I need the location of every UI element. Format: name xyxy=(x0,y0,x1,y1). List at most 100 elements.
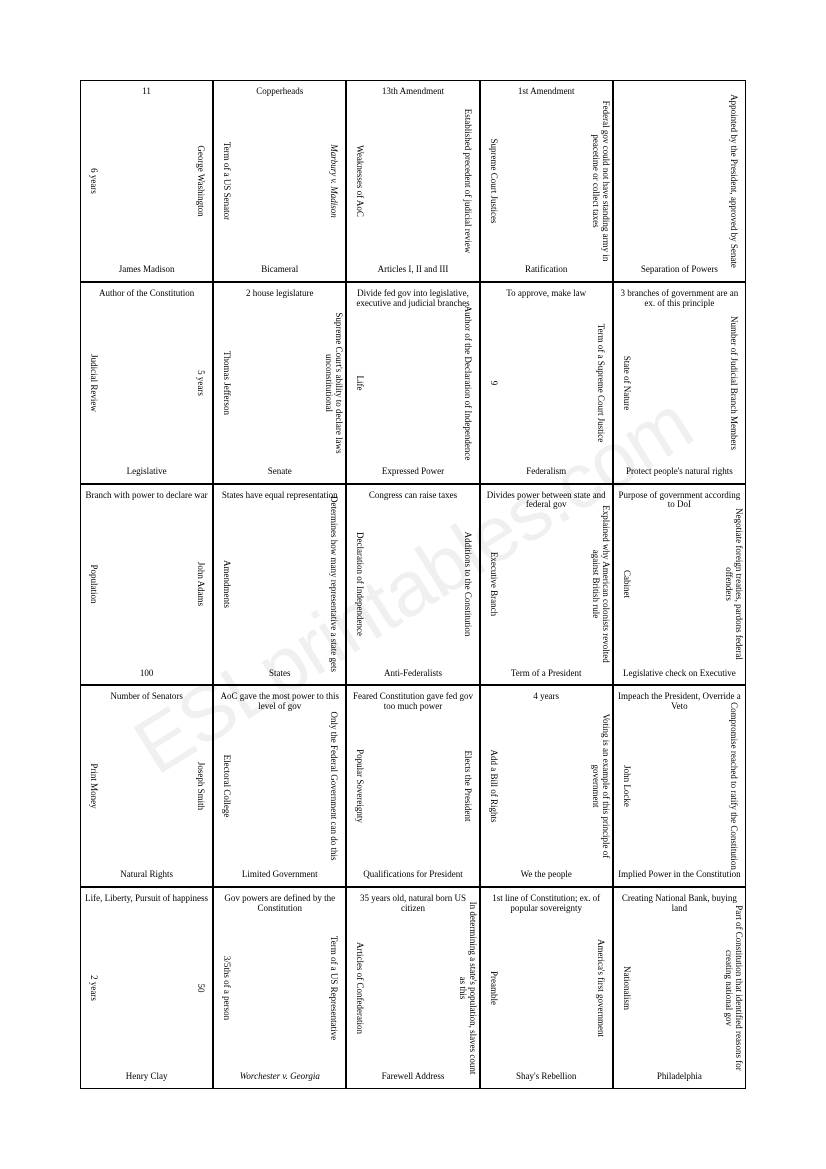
domino-cell: Congress can raise taxes Anti-Federalists… xyxy=(346,484,479,686)
cell-top-text: Feared Constitution gave fed gov too muc… xyxy=(351,692,474,712)
cell-right-text: Explained why American colonists revolte… xyxy=(590,494,610,674)
cell-left-text: Preamble xyxy=(488,898,498,1078)
cell-left-text: Term of a US Senator xyxy=(221,91,231,271)
cell-top-text: 3 branches of government are an ex. of t… xyxy=(618,289,741,309)
domino-cell: Author of the Constitution LegislativeJud… xyxy=(80,282,213,484)
cell-top-text: Copperheads xyxy=(218,87,341,97)
cell-right-text: Compromise reached to ratify the Constit… xyxy=(728,696,738,876)
cell-right-text: Part of Constitution that identified rea… xyxy=(723,898,743,1078)
cell-bottom-text: Bicameral xyxy=(218,265,341,275)
cell-right-text: 5 years xyxy=(195,293,205,473)
cell-right-text: Term of a Supreme Court Justice xyxy=(595,293,605,473)
cell-left-text: 6 years xyxy=(88,91,98,271)
cell-bottom-text: Protect people's natural rights xyxy=(618,467,741,477)
domino-cell: Separation of PowersAppointed by the Pre… xyxy=(613,80,746,282)
cell-right-text: George Washington xyxy=(195,91,205,271)
cell-bottom-text: Anti-Federalists xyxy=(351,669,474,679)
cell-bottom-text: Shay's Rebellion xyxy=(485,1072,608,1082)
domino-cell: 4 yearsWe the peopleAdd a Bill of Rights… xyxy=(480,685,613,887)
cell-right-text: Established precedent of judicial review xyxy=(462,91,472,271)
cell-right-text: Voting is an example of this principle o… xyxy=(590,696,610,876)
cell-right-text: Federal gov could not have standing army… xyxy=(590,91,610,271)
cell-bottom-text: Expressed Power xyxy=(351,467,474,477)
cell-right-text: Supreme Court's ability to declare laws … xyxy=(324,293,344,473)
domino-cell: Copperheads BicameralTerm of a US Senator… xyxy=(213,80,346,282)
cell-right-text: Only the Federal Government can do this xyxy=(328,696,338,876)
cell-bottom-text: Legislative xyxy=(85,467,208,477)
cell-top-text: Author of the Constitution xyxy=(85,289,208,299)
cell-left-text: Print Money xyxy=(88,696,98,876)
cell-left-text: Popular Sovereignty xyxy=(354,696,364,876)
cell-right-text: Negotiate foreign treaties, pardons fede… xyxy=(723,494,743,674)
cell-bottom-text: 100 xyxy=(85,669,208,679)
cell-right-text: John Adams xyxy=(195,494,205,674)
cell-top-text: Gov powers are defined by the Constituti… xyxy=(218,894,341,914)
cell-bottom-text: Natural Rights xyxy=(85,870,208,880)
cell-bottom-text: Worchester v. Georgia xyxy=(218,1072,341,1082)
cell-bottom-text: Articles I, II and III xyxy=(351,265,474,275)
cell-left-text: Add a Bill of Rights xyxy=(488,696,498,876)
cell-left-text: Life xyxy=(354,293,364,473)
cell-top-text: 35 years old, natural born US citizen xyxy=(351,894,474,914)
cell-left-text: Articles of Confederation xyxy=(354,898,364,1078)
cell-right-text: Joseph Smith xyxy=(195,696,205,876)
cell-bottom-text: Separation of Powers xyxy=(618,265,741,275)
domino-cell: Feared Constitution gave fed gov too muc… xyxy=(346,685,479,887)
cell-bottom-text: James Madison xyxy=(85,265,208,275)
domino-cell: Life, Liberty, Pursuit of happinessHenry… xyxy=(80,887,213,1089)
cell-right-text: America's first government xyxy=(595,898,605,1078)
cell-right-text: In determining a state's population, sla… xyxy=(457,898,477,1078)
cell-left-text: 2 years xyxy=(88,898,98,1078)
cell-bottom-text: Qualifications for President xyxy=(351,870,474,880)
cell-left-text: Nationalism xyxy=(621,898,631,1078)
cell-right-text: Appointed by the President, approved by … xyxy=(728,91,738,271)
cell-left-text: Population xyxy=(88,494,98,674)
cell-right-text: Marbury v. Madison xyxy=(328,91,338,271)
domino-cell: Impeach the President, Override a Veto Im… xyxy=(613,685,746,887)
domino-grid: 11 James Madison6 years George Washington C… xyxy=(80,80,746,1089)
cell-right-text: Elects the President xyxy=(462,696,472,876)
domino-cell: 1st line of Constitution; ex. of popular… xyxy=(480,887,613,1089)
domino-cell: AoC gave the most power to this level of… xyxy=(213,685,346,887)
cell-left-text: Cabinet xyxy=(621,494,631,674)
cell-top-text: Number of Senators xyxy=(85,692,208,702)
cell-top-text: Branch with power to declare war xyxy=(85,491,208,501)
cell-left-text: Supreme Court Justices xyxy=(488,91,498,271)
cell-left-text: Electoral College xyxy=(221,696,231,876)
cell-left-text: John Locke xyxy=(621,696,631,876)
cell-left-text: Executive Branch xyxy=(488,494,498,674)
cell-bottom-text: Henry Clay xyxy=(85,1072,208,1082)
cell-left-text: 3/5ths of a person xyxy=(221,898,231,1078)
cell-right-text: Determines how many representative a sta… xyxy=(328,494,338,674)
cell-top-text: States have equal representation xyxy=(218,491,341,501)
cell-left-text: Judicial Review xyxy=(88,293,98,473)
domino-cell: Purpose of government according to DoILe… xyxy=(613,484,746,686)
cell-bottom-text: Implied Power in the Constitution xyxy=(618,870,741,880)
cell-left-text: Thomas Jefferson xyxy=(221,293,231,473)
domino-cell: To approve, make lawFederalism9Term of a… xyxy=(480,282,613,484)
cell-top-text: AoC gave the most power to this level of… xyxy=(218,692,341,712)
domino-cell: 3 branches of government are an ex. of t… xyxy=(613,282,746,484)
cell-top-text: 13th Amendment xyxy=(351,87,474,97)
domino-cell: Creating National Bank, buying landPhila… xyxy=(613,887,746,1089)
cell-left-text: State of Nature xyxy=(621,293,631,473)
cell-top-text: Congress can raise taxes xyxy=(351,491,474,501)
domino-cell: Divide fed gov into legislative, executi… xyxy=(346,282,479,484)
domino-cell: Divides power between state and federal … xyxy=(480,484,613,686)
cell-bottom-text: Farewell Address xyxy=(351,1072,474,1082)
cell-left-text: Amendments xyxy=(221,494,231,674)
domino-cell: Branch with power to declare war 100Popul… xyxy=(80,484,213,686)
domino-cell: 13th Amendment Articles I, II and IIIWeak… xyxy=(346,80,479,282)
cell-top-text: Impeach the President, Override a Veto xyxy=(618,692,741,712)
cell-left-text: Weaknesses of AoC xyxy=(354,91,364,271)
cell-right-text: 50 xyxy=(195,898,205,1078)
domino-cell: Number of Senators Natural RightsPrint Mo… xyxy=(80,685,213,887)
cell-bottom-text: Federalism xyxy=(485,467,608,477)
cell-right-text: Term of a US Representative xyxy=(328,898,338,1078)
cell-top-text: 11 xyxy=(85,87,208,97)
domino-cell: 11 James Madison6 years George Washington xyxy=(80,80,213,282)
cell-top-text: 1st line of Constitution; ex. of popular… xyxy=(485,894,608,914)
cell-left-text: Declaration of Independence xyxy=(354,494,364,674)
cell-bottom-text: Limited Government xyxy=(218,870,341,880)
cell-top-text: To approve, make law xyxy=(485,289,608,299)
